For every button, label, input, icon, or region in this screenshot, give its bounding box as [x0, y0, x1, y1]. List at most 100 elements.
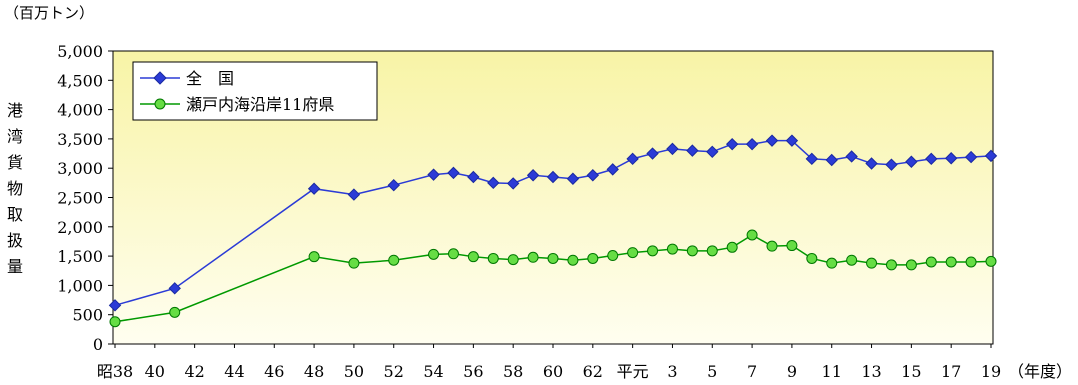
x-tick-label: 62 [583, 362, 603, 381]
y-tick-label: 0 [93, 335, 103, 354]
data-point-national [586, 169, 600, 182]
data-point-setouchi [169, 306, 181, 318]
data-point-setouchi [428, 248, 440, 260]
data-point-national [706, 145, 719, 158]
data-point-setouchi [567, 254, 579, 266]
data-point-national [765, 134, 779, 147]
data-point-setouchi [467, 251, 479, 263]
y-axis-title-char: 湾 [7, 127, 24, 146]
data-point-setouchi [587, 252, 599, 264]
data-point-national [626, 152, 639, 166]
data-point-national [745, 137, 759, 151]
x-axis-label: （年度） [1008, 362, 1072, 381]
y-tick-label: 4,500 [57, 71, 103, 90]
x-tick-label: 7 [747, 362, 757, 381]
data-point-setouchi [766, 240, 778, 252]
data-point-national [108, 299, 122, 312]
x-tick-label: 60 [543, 362, 563, 381]
data-point-national [506, 177, 520, 190]
x-tick-label: 44 [224, 362, 244, 381]
x-tick-label: 42 [184, 362, 204, 381]
data-point-setouchi [547, 252, 559, 264]
series-line-0 [114, 139, 992, 307]
y-tick-label: 500 [72, 306, 103, 325]
data-point-national [566, 172, 580, 185]
data-point-national [845, 150, 858, 163]
x-tick-label: 19 [981, 362, 1001, 381]
data-point-national [307, 182, 321, 195]
data-point-national [725, 137, 739, 151]
data-point-national [467, 170, 480, 184]
y-axis-title-char: 港 [7, 101, 24, 120]
data-point-national [984, 149, 998, 163]
x-axis: 昭38 40 42 44 46 48 50 52 54 56 58 60 62 平元 3 5 7 9 11 13 15 1… [97, 344, 1001, 381]
data-point-national [487, 176, 500, 190]
y-tick-label: 4,000 [57, 101, 103, 120]
unit-label: （百万トン） [4, 4, 94, 22]
legend-label-setouchi: 瀬戸内海沿岸11府県 [186, 95, 334, 114]
series-layer [108, 134, 998, 328]
x-tick-label: 46 [264, 362, 284, 381]
y-tick-label: 1,000 [57, 276, 103, 295]
y-axis: 0 500 1,000 1,500 2,000 2,500 3,000 3,500 4,000 4… [57, 42, 113, 354]
data-point-national [347, 188, 361, 201]
data-point-national [805, 152, 819, 166]
data-point-national [666, 142, 679, 156]
data-point-national [447, 166, 460, 180]
data-point-setouchi [607, 250, 619, 262]
data-point-setouchi [388, 254, 400, 266]
data-point-national [646, 147, 659, 160]
data-point-setouchi [507, 254, 519, 266]
data-point-setouchi [925, 256, 937, 268]
data-point-setouchi [885, 259, 897, 271]
x-tick-label: 48 [304, 362, 324, 381]
data-point-setouchi [706, 245, 718, 257]
data-point-setouchi [447, 248, 459, 260]
legend-marker-national [153, 71, 167, 85]
y-tick-label: 2,500 [57, 189, 103, 208]
y-tick-label: 3,000 [57, 159, 103, 178]
data-point-national [785, 134, 799, 147]
data-point-setouchi [348, 257, 360, 269]
x-tick-label: 52 [384, 362, 404, 381]
data-point-setouchi [806, 252, 818, 264]
data-point-setouchi [627, 247, 639, 259]
x-tick-label: 9 [787, 362, 797, 381]
y-tick-label: 2,000 [57, 218, 103, 237]
data-point-setouchi [686, 245, 698, 257]
data-point-national [546, 170, 560, 184]
data-point-national [387, 178, 400, 192]
data-point-setouchi [487, 252, 499, 264]
data-point-setouchi [308, 251, 320, 263]
data-point-national [885, 158, 898, 171]
series-line-1 [114, 234, 992, 323]
legend-marker-setouchi [154, 98, 166, 110]
data-point-national [925, 152, 938, 166]
x-tick-label: 56 [463, 362, 483, 381]
data-point-national [905, 155, 918, 168]
data-point-setouchi [786, 240, 798, 252]
data-point-national [606, 163, 619, 176]
data-point-national [944, 152, 958, 165]
data-point-setouchi [905, 259, 917, 271]
y-tick-label: 3,500 [57, 130, 103, 149]
x-tick-label: 11 [822, 362, 842, 381]
legend: 全 国 瀬戸内海沿岸11府県 [132, 61, 378, 121]
data-point-setouchi [109, 316, 121, 328]
data-point-national [865, 157, 878, 170]
data-point-setouchi [826, 257, 838, 269]
x-tick-label: 15 [901, 362, 921, 381]
x-tick-label: 58 [503, 362, 523, 381]
x-tick-label: 50 [344, 362, 364, 381]
data-point-national [168, 282, 181, 295]
data-point-setouchi [866, 257, 878, 269]
data-point-setouchi [846, 254, 858, 266]
data-point-setouchi [985, 255, 997, 267]
x-tick-label: 平元 [617, 362, 649, 381]
y-axis-title-char: 扱 [7, 231, 24, 250]
data-point-setouchi [945, 256, 957, 268]
y-axis-title-char: 取 [7, 205, 24, 224]
y-axis-title-char: 貨 [7, 153, 24, 172]
x-tick-label: 昭38 [97, 362, 133, 381]
y-axis-title-char: 量 [7, 257, 24, 276]
